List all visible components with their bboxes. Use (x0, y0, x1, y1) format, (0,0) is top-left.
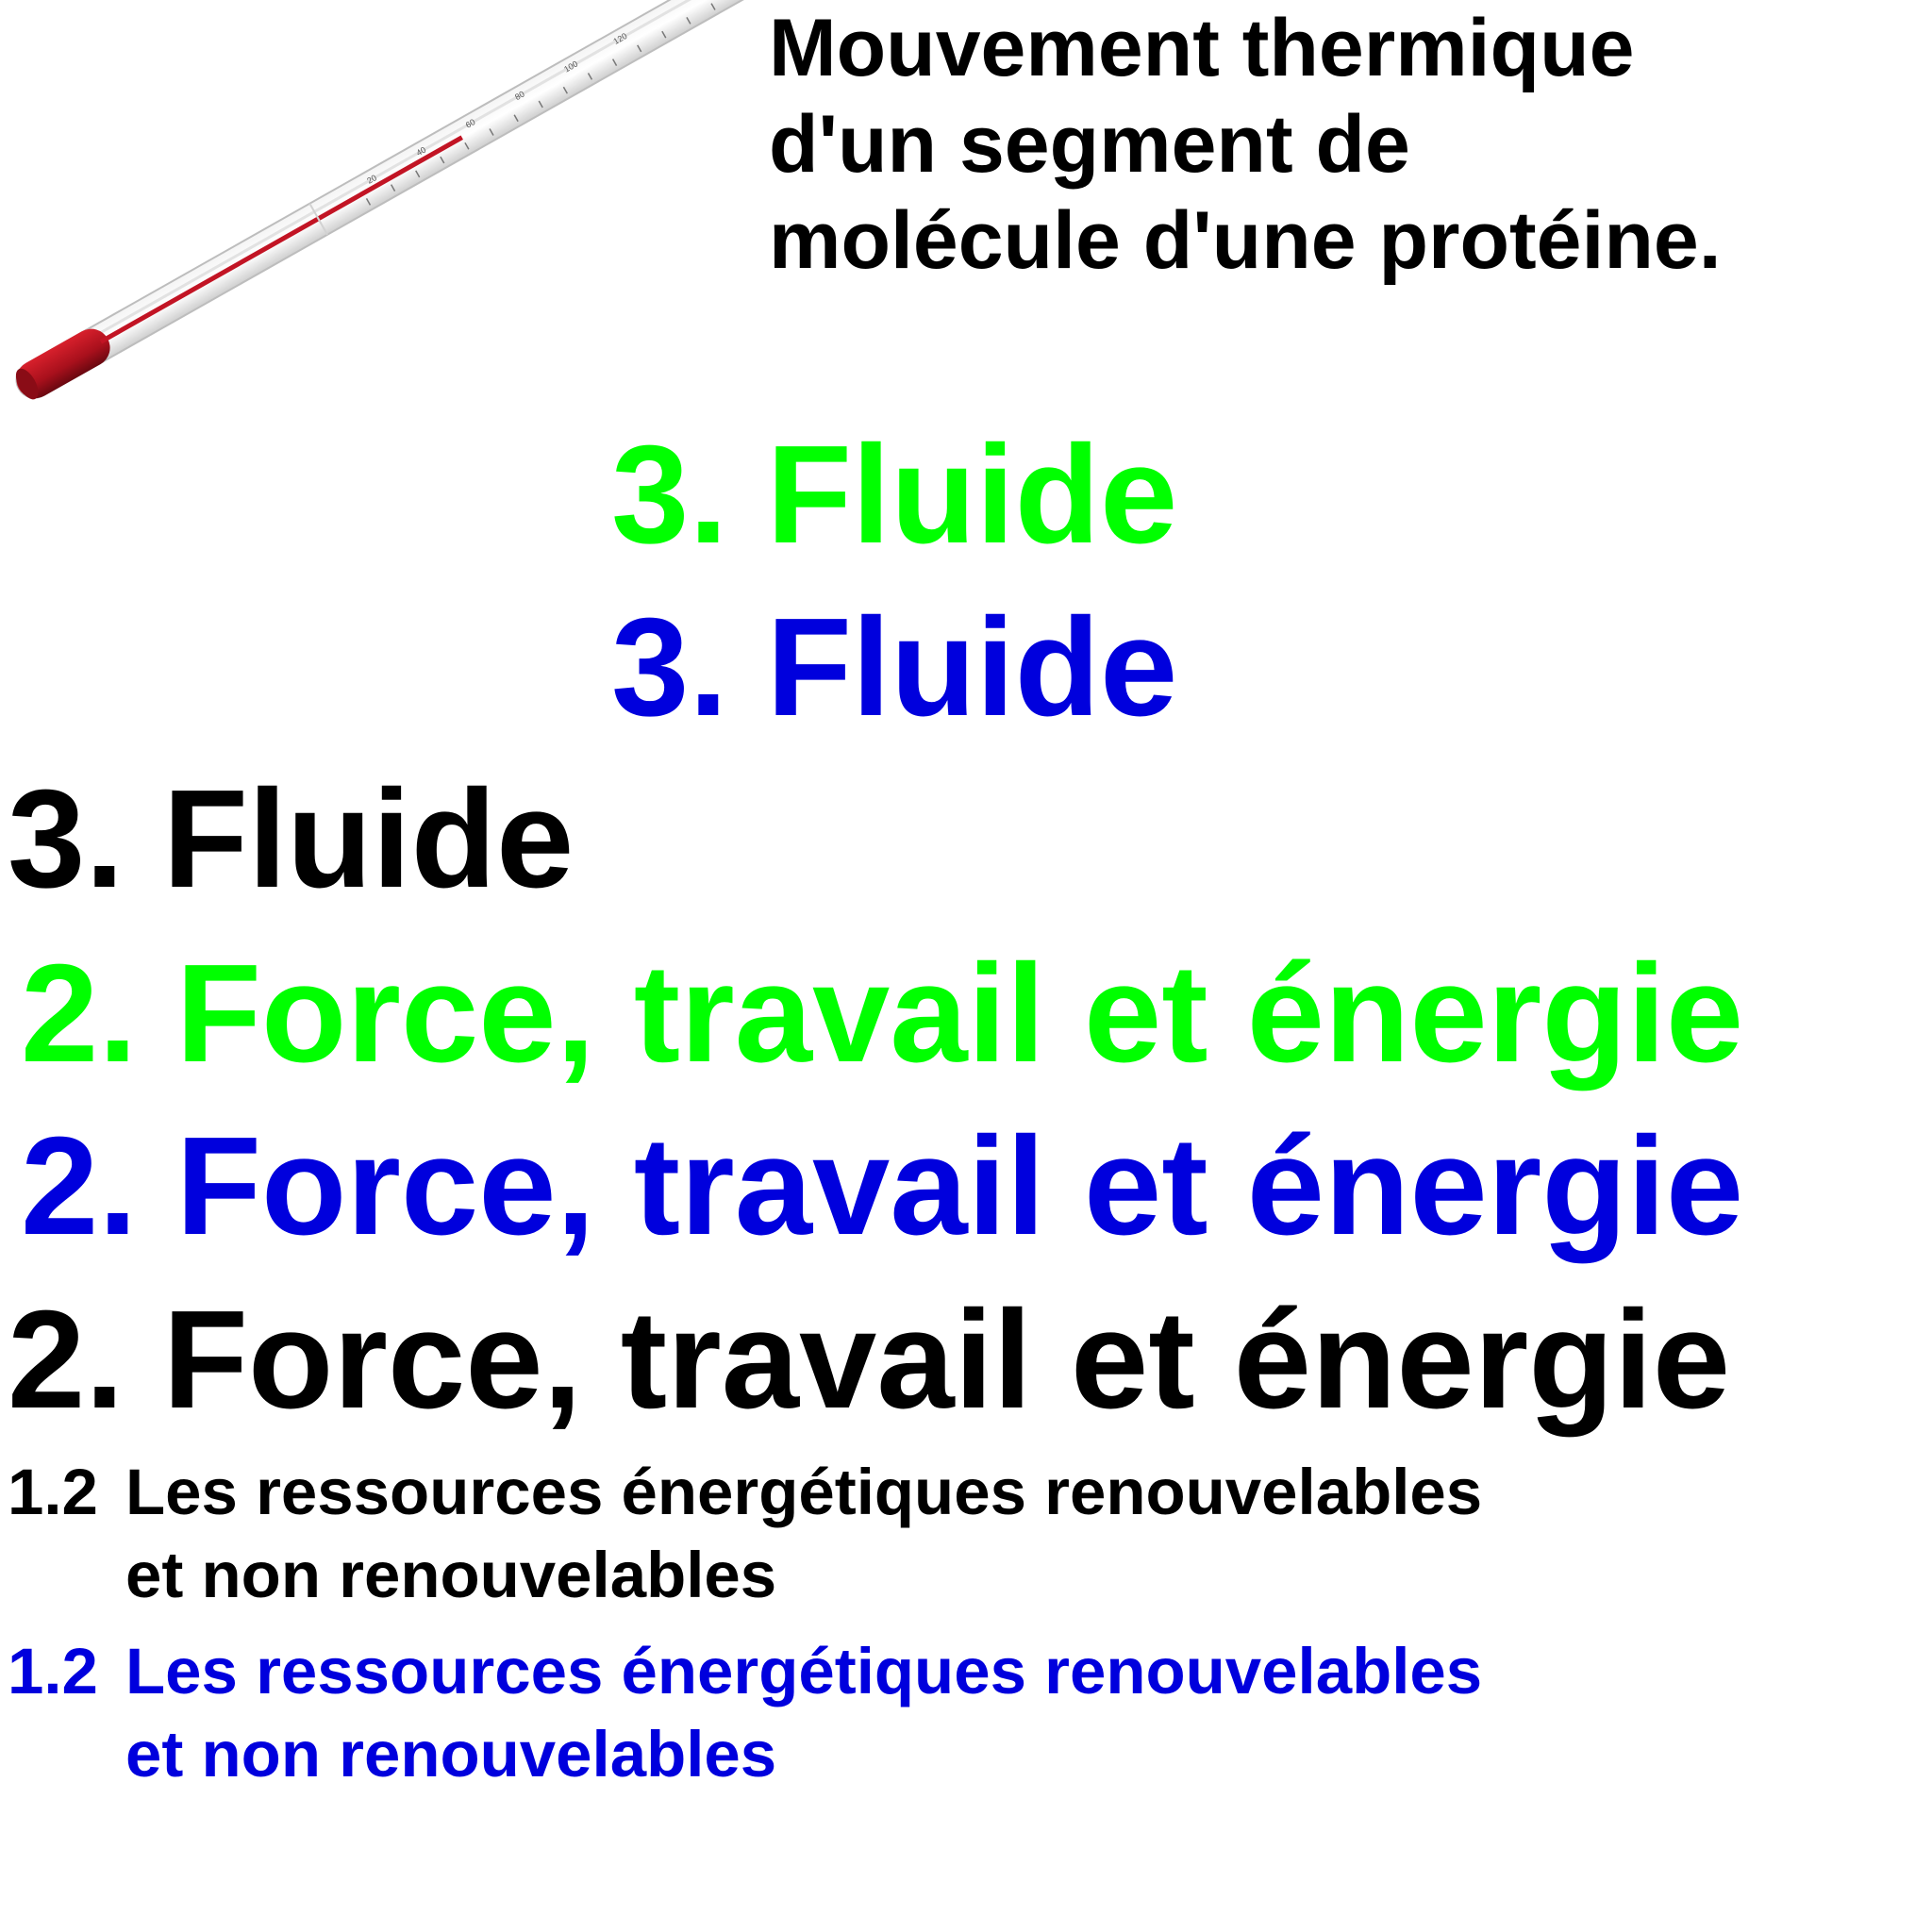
caption-line: Mouvement thermique (769, 3, 1635, 93)
caption-line: molécule d'une protéine. (769, 195, 1722, 286)
ressources-line1: Les ressources énergétiques renouvelable… (125, 1456, 1483, 1528)
thermometer-scale-label: 40 (415, 145, 428, 158)
section-number: 1.2 (8, 1456, 98, 1528)
heading-force-green: 2. Force, travail et énergie (21, 936, 1744, 1091)
heading-force-blue: 2. Force, travail et énergie (21, 1108, 1744, 1264)
section-number: 1.2 (8, 1635, 98, 1707)
thermometer-icon: 20 40 60 80 100 120 (15, 0, 755, 400)
thermometer-caption: Mouvement thermique d'un segment de molé… (769, 0, 1722, 289)
ressources-line2: et non renouvelables (125, 1539, 777, 1611)
heading-ressources-blue: 1.2 Les ressources énergétiques renouvela… (8, 1630, 1482, 1796)
caption-line: d'un segment de (769, 99, 1410, 190)
heading-fluide-black: 3. Fluide (8, 761, 575, 917)
thermometer-scale-label: 20 (365, 173, 378, 186)
heading-fluide-blue: 3. Fluide (611, 590, 1178, 745)
ressources-line1: Les ressources énergétiques renouvelable… (125, 1635, 1483, 1707)
heading-fluide-green: 3. Fluide (611, 417, 1178, 573)
heading-ressources-black: 1.2 Les ressources énergétiques renouvela… (8, 1451, 1482, 1617)
heading-force-black: 2. Force, travail et énergie (8, 1282, 1731, 1438)
thermometer-scale-label: 80 (513, 90, 526, 103)
thermometer-scale-label: 60 (464, 117, 477, 130)
ressources-line2: et non renouvelables (125, 1718, 777, 1790)
